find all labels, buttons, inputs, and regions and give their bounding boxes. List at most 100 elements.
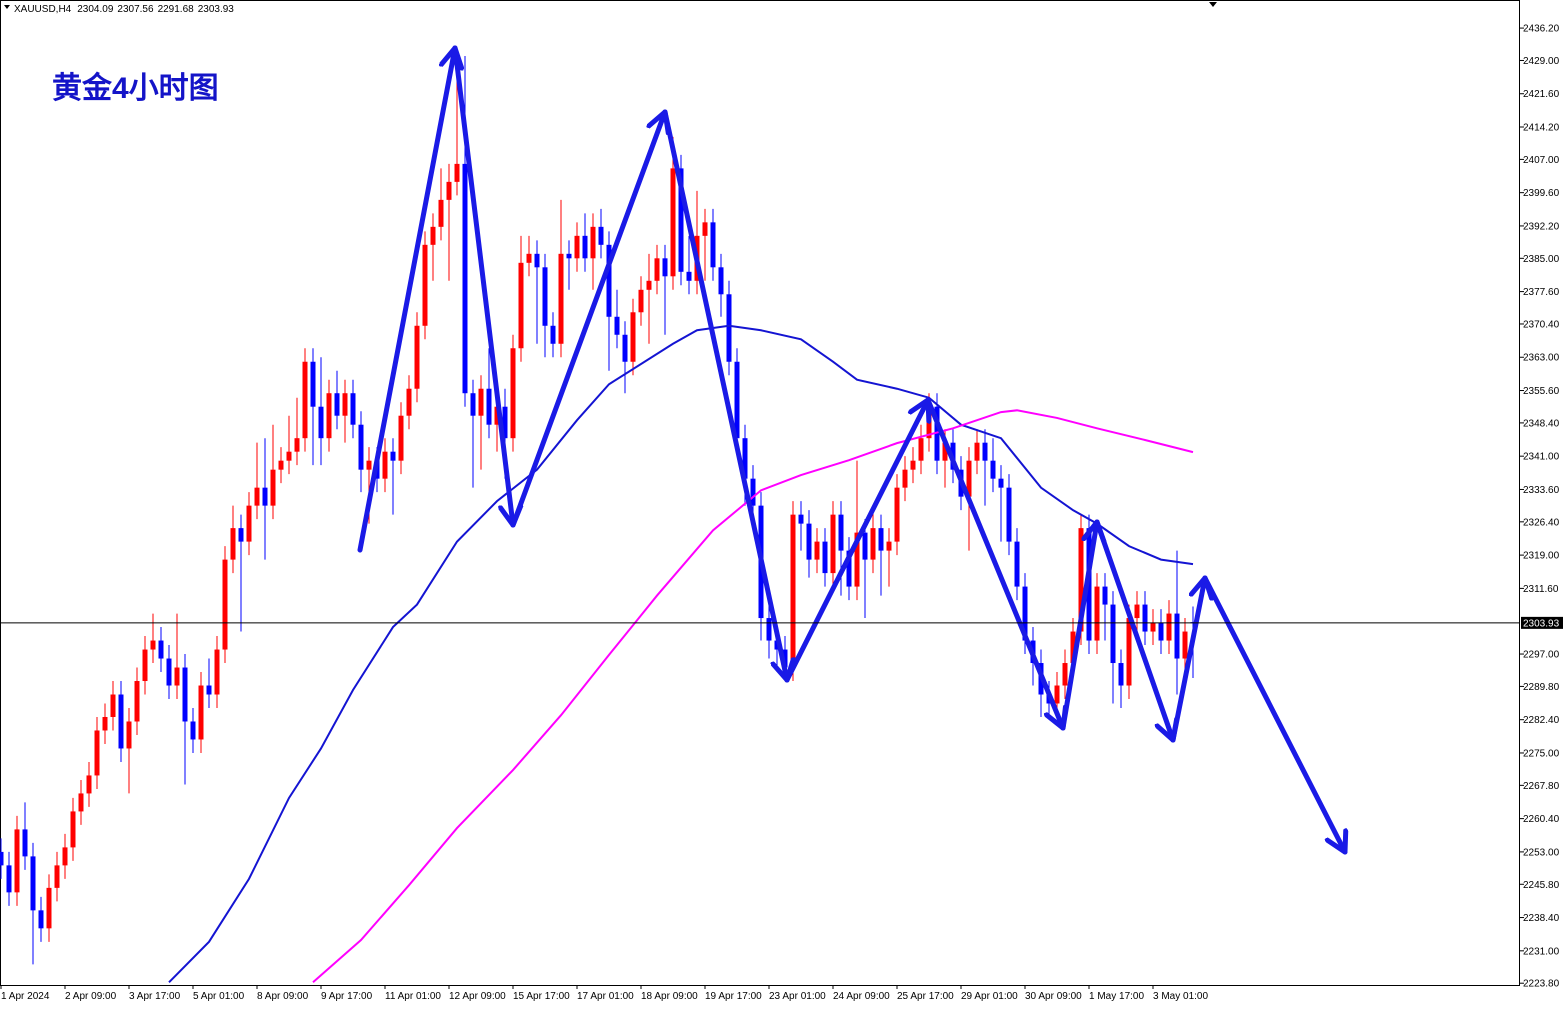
- plot-frame: [0, 0, 1520, 986]
- open-value: 2304.09: [77, 4, 114, 15]
- x-tick-label: 1 Apr 2024: [1, 991, 50, 1002]
- candle-body: [1142, 604, 1148, 632]
- y-tick-label: 2348.40: [1523, 418, 1560, 429]
- candle-body: [702, 222, 708, 236]
- y-tick-label: 2414.20: [1523, 123, 1560, 134]
- candle-body: [910, 460, 916, 470]
- candle-body: [750, 478, 756, 506]
- candle-body: [686, 271, 692, 281]
- candle-body: [0, 851, 4, 866]
- candle-body: [198, 685, 204, 740]
- current-price-box: [1521, 616, 1563, 629]
- y-tick-label: 2282.40: [1523, 715, 1560, 726]
- current-price-label: 2303.93: [1523, 618, 1560, 629]
- candle-body: [430, 226, 436, 245]
- candle-body: [238, 528, 244, 542]
- y-tick-label: 2429.00: [1523, 56, 1560, 67]
- symbol: XAUUSD,H4: [14, 4, 72, 15]
- candle-body: [838, 514, 844, 551]
- y-tick-label: 2245.80: [1523, 880, 1560, 891]
- candle-body: [126, 721, 132, 749]
- candle-body: [998, 478, 1004, 488]
- y-tick-label: 2238.40: [1523, 913, 1560, 924]
- candle-body: [1022, 586, 1028, 641]
- arrow: [1060, 519, 1097, 731]
- candle-body: [278, 460, 284, 470]
- candle-body: [934, 406, 940, 461]
- candle-body: [406, 388, 412, 416]
- y-tick-label: 2399.60: [1523, 188, 1560, 199]
- candle-body: [1062, 663, 1068, 686]
- x-tick-label: 25 Apr 17:00: [897, 991, 954, 1002]
- trend-arrows: [357, 45, 1345, 855]
- candle-body: [1126, 618, 1132, 686]
- candle-body: [574, 235, 580, 259]
- candle-body: [726, 294, 732, 362]
- candle-body: [558, 253, 564, 344]
- candle-body: [638, 289, 644, 313]
- candle-body: [206, 685, 212, 695]
- chart-title: 黄金4小时图: [52, 71, 219, 105]
- arrow: [925, 397, 1063, 731]
- candle-body: [654, 258, 660, 281]
- candle-body: [302, 361, 308, 439]
- arrow: [662, 109, 787, 683]
- candle-body: [878, 528, 884, 551]
- candle-body: [366, 460, 372, 470]
- candle-body: [1118, 663, 1124, 686]
- x-tick-label: 30 Apr 09:00: [1025, 991, 1082, 1002]
- x-tick-label: 9 Apr 17:00: [321, 991, 373, 1002]
- candle-body: [14, 829, 20, 893]
- candle-body: [886, 541, 892, 551]
- candle-body: [38, 910, 44, 929]
- y-tick-label: 2385.00: [1523, 254, 1560, 265]
- candle-body: [350, 393, 356, 425]
- candle-body: [382, 451, 388, 479]
- arrow: [1170, 575, 1205, 743]
- arrow: [1094, 519, 1173, 743]
- candle-body: [710, 222, 716, 268]
- candle-body: [982, 442, 988, 461]
- candle-body: [134, 681, 140, 722]
- candle-body: [214, 649, 220, 695]
- candle-body: [470, 393, 476, 416]
- candle-body: [790, 514, 796, 668]
- candle-body: [6, 865, 12, 893]
- chart-header: XAUUSD,H4 2304.09 2307.56 2291.68 2303.93: [14, 4, 234, 15]
- candle-body: [870, 528, 876, 560]
- candle-body: [318, 406, 324, 439]
- candle-body: [150, 640, 156, 650]
- x-tick-label: 5 Apr 01:00: [193, 991, 245, 1002]
- candle-body: [142, 649, 148, 682]
- x-tick-label: 24 Apr 09:00: [833, 991, 890, 1002]
- header-icon: [4, 5, 10, 9]
- candle-body: [230, 528, 236, 560]
- y-tick-label: 2289.80: [1523, 682, 1560, 693]
- x-tick-label: 11 Apr 01:00: [385, 991, 441, 1002]
- candle-body: [1110, 604, 1116, 664]
- candle-body: [462, 163, 468, 394]
- candle-body: [1102, 586, 1108, 605]
- candle-body: [974, 442, 980, 461]
- candle-body: [646, 280, 652, 290]
- candle-body: [550, 325, 556, 344]
- candle-body: [590, 226, 596, 259]
- candle-body: [390, 451, 396, 461]
- candle-body: [862, 532, 868, 560]
- candle-body: [334, 393, 340, 416]
- candle-body: [598, 226, 604, 245]
- x-tick-label: 23 Apr 01:00: [769, 991, 826, 1002]
- low-value: 2291.68: [158, 4, 195, 15]
- candle-body: [966, 460, 972, 497]
- x-tick-label: 12 Apr 09:00: [449, 991, 506, 1002]
- candle-body: [174, 667, 180, 686]
- candle-body: [662, 258, 668, 277]
- candle-body: [94, 730, 100, 776]
- x-tick-label: 3 May 01:00: [1153, 991, 1208, 1002]
- x-tick-label: 18 Apr 09:00: [641, 991, 698, 1002]
- y-tick-label: 2333.60: [1523, 485, 1560, 496]
- y-tick-label: 2370.40: [1523, 319, 1560, 330]
- candle-body: [1166, 613, 1172, 641]
- y-tick-label: 2260.40: [1523, 814, 1560, 825]
